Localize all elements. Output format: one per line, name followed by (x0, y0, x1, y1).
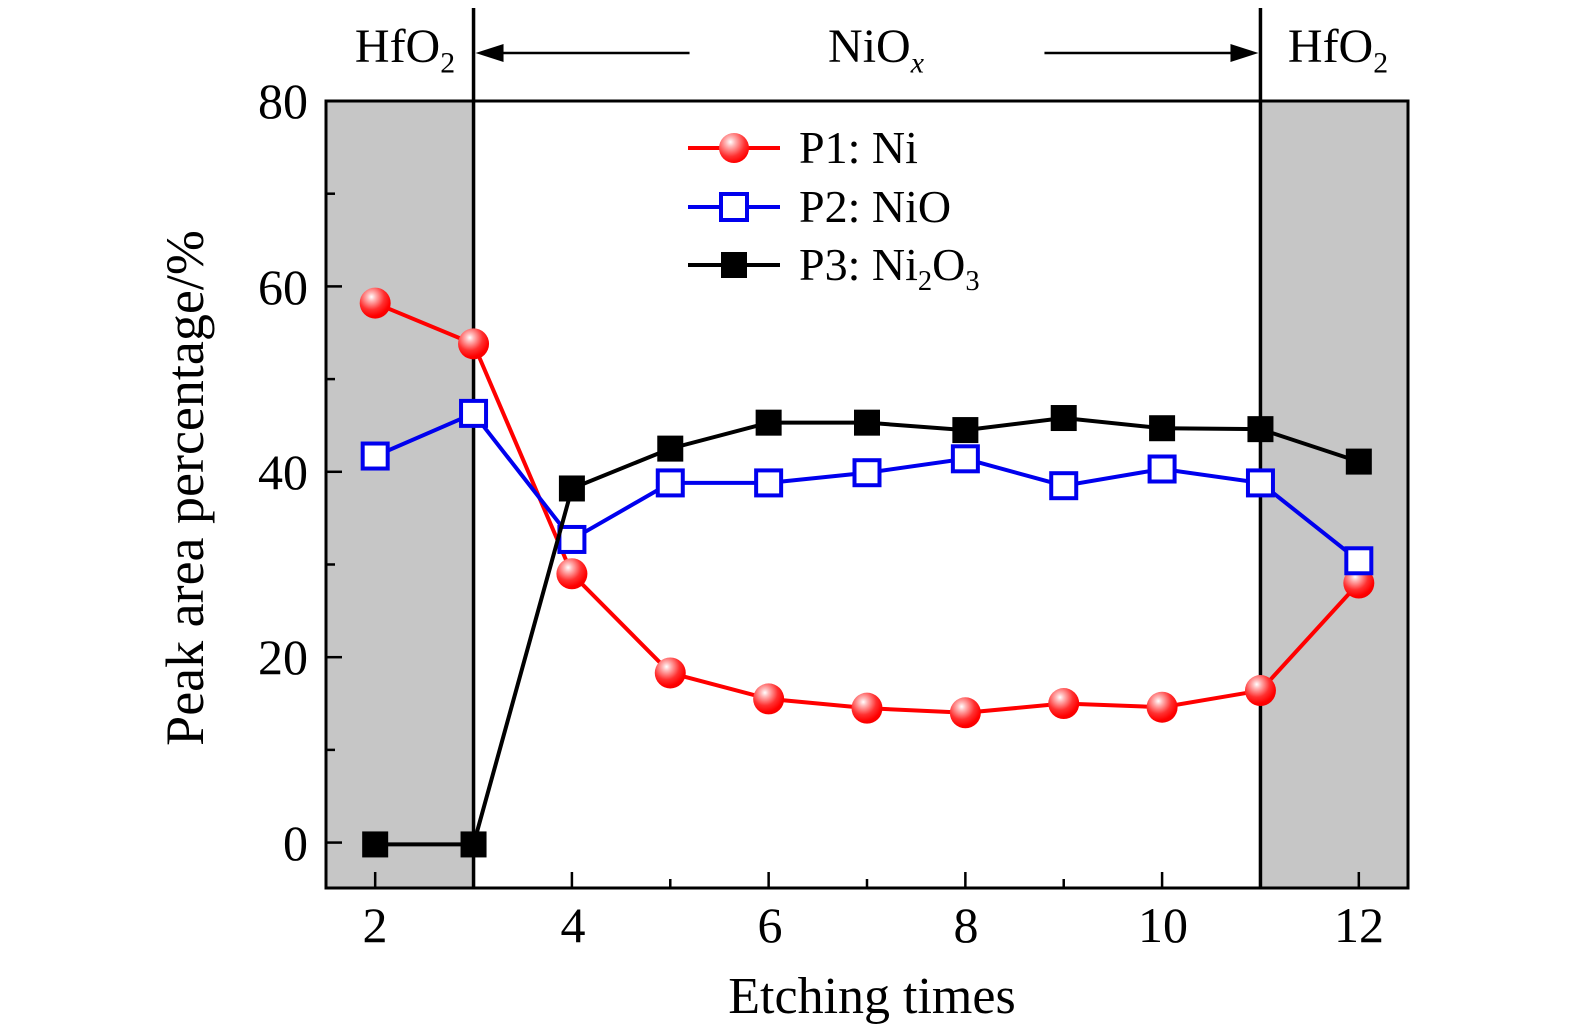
shaded-band (1260, 101, 1408, 888)
x-tick-label-8: 8 (953, 897, 979, 953)
region-label-hfo2-right: HfO2 (1238, 16, 1438, 78)
red-sphere-marker-icon (719, 133, 749, 163)
data-point-open-square (754, 468, 784, 498)
data-point-open-square (852, 458, 882, 488)
x-axis-title: Etching times (728, 968, 1016, 1025)
x-tick-label-10: 10 (1138, 897, 1188, 953)
region-label-base: NiO (828, 20, 911, 73)
data-point-open-square (459, 398, 489, 428)
region-dividers-layer (471, 8, 1263, 888)
legend-item-p3: P3: Ni2O3 (688, 239, 980, 296)
x-tick-label-12: 12 (1334, 897, 1384, 953)
y-tick-label-80: 80 (258, 73, 308, 129)
legend-text: P3: Ni (799, 239, 918, 290)
data-point-open-square (950, 444, 980, 474)
series-line-0 (374, 301, 1361, 715)
x-tick-label-6: 6 (757, 897, 783, 953)
data-point-open-square (360, 441, 390, 471)
legend-item-p1: P1: Ni (688, 125, 918, 171)
data-point-sphere (851, 692, 883, 724)
region-label-sub: x (910, 46, 924, 80)
data-series-layer (359, 287, 1375, 858)
y-tick-label-20: 20 (258, 629, 308, 685)
data-point-open-square (1049, 471, 1079, 501)
y-tick-label-40: 40 (258, 444, 308, 500)
legend-glyph-p1 (688, 131, 780, 165)
data-point-sphere (1244, 675, 1276, 707)
data-point-open-square (557, 524, 587, 554)
y-axis-title: Peak area percentage/% (155, 230, 215, 746)
data-point-sphere (1048, 688, 1080, 720)
data-point-filled-square (1050, 405, 1077, 432)
x-tick-label-4: 4 (560, 897, 586, 953)
region-label-niox: NiOx (776, 16, 976, 78)
right-arrowhead-icon (1230, 44, 1259, 62)
data-point-filled-square (1345, 448, 1372, 475)
y-tick-label-0: 0 (283, 815, 308, 871)
legend-label-p2: P2: NiO (799, 184, 951, 230)
region-label-base: HfO (1287, 20, 1374, 73)
region-arrows-layer (475, 44, 1259, 62)
region-label-hfo2-left: HfO2 (305, 16, 505, 78)
data-point-filled-square (755, 409, 782, 436)
shaded-regions-layer (326, 101, 1408, 888)
blue-open-square-marker-icon (719, 192, 749, 222)
data-point-sphere (1146, 691, 1178, 723)
data-point-open-square (1147, 454, 1177, 484)
x-tick-label-2: 2 (362, 897, 388, 953)
legend-sub: 2 (917, 266, 933, 298)
data-point-filled-square (460, 831, 487, 858)
legend-item-p2: P2: NiO (688, 184, 951, 230)
legend-text: O (932, 239, 966, 290)
legend-sub: 3 (965, 266, 980, 298)
data-point-open-square (655, 468, 685, 498)
data-point-filled-square (854, 409, 880, 436)
legend-text: P2: NiO (799, 181, 952, 232)
data-point-filled-square (362, 831, 389, 858)
data-point-filled-square (558, 475, 585, 502)
region-label-sub: 2 (440, 46, 456, 80)
region-label-base: HfO (354, 20, 441, 73)
y-tick-label-60: 60 (258, 259, 308, 315)
data-point-filled-square (657, 435, 684, 462)
data-point-open-square (1344, 546, 1374, 576)
left-arrowhead-icon (475, 44, 504, 62)
legend-text: P1: Ni (799, 122, 918, 173)
black-filled-square-marker-icon (721, 252, 747, 278)
axes-frame-layer (324, 99, 1410, 890)
legend-glyph-p3 (688, 248, 780, 282)
data-point-sphere (359, 287, 391, 319)
region-label-sub: 2 (1373, 46, 1389, 80)
legend-label-p3: P3: Ni2O3 (799, 239, 980, 296)
data-point-filled-square (1247, 416, 1274, 443)
legend-label-p1: P1: Ni (799, 125, 918, 171)
data-point-sphere (753, 683, 785, 715)
data-point-sphere (949, 697, 981, 729)
data-point-sphere (458, 328, 490, 360)
data-point-sphere (654, 657, 686, 689)
data-point-filled-square (1149, 415, 1176, 442)
data-point-sphere (556, 558, 588, 590)
shaded-band (326, 101, 474, 888)
data-point-open-square (1245, 468, 1275, 498)
legend-glyph-p2 (688, 190, 780, 224)
data-point-filled-square (952, 417, 979, 444)
